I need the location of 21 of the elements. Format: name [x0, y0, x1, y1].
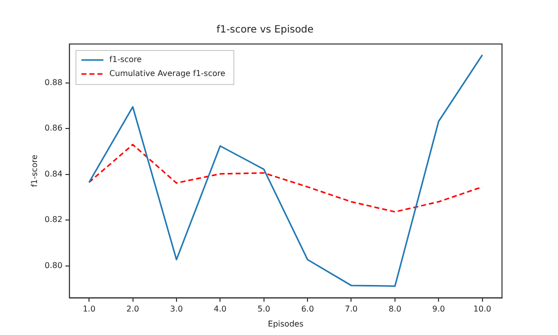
- x-tick-label: 8.0: [388, 304, 402, 314]
- x-tick-label: 9.0: [432, 304, 446, 314]
- legend-label: f1-score: [109, 55, 142, 64]
- x-tick-label: 5.0: [257, 304, 270, 314]
- x-tick-label: 7.0: [344, 304, 358, 314]
- y-tick-label: 0.84: [44, 169, 62, 178]
- x-tick-label: 6.0: [301, 304, 314, 314]
- x-tick-label: 3.0: [170, 304, 183, 314]
- x-tick-label: 2.0: [126, 304, 140, 314]
- y-tick-label: 0.86: [44, 124, 62, 133]
- x-tick-label: 10.0: [473, 304, 492, 314]
- x-tick-label: 1.0: [82, 304, 96, 314]
- line-series: [88, 144, 484, 213]
- y-tick-label: 0.80: [44, 260, 62, 270]
- x-axis-title: Episodes: [268, 319, 304, 328]
- chart-title: f1-score vs Episode: [216, 24, 314, 36]
- y-axis-title: f1-score: [30, 154, 39, 188]
- y-tick-label: 0.88: [44, 78, 62, 87]
- x-tick-label: 4.0: [214, 304, 227, 314]
- legend-label: Cumulative Average f1-score: [109, 69, 226, 78]
- y-tick-label: 0.82: [44, 215, 62, 224]
